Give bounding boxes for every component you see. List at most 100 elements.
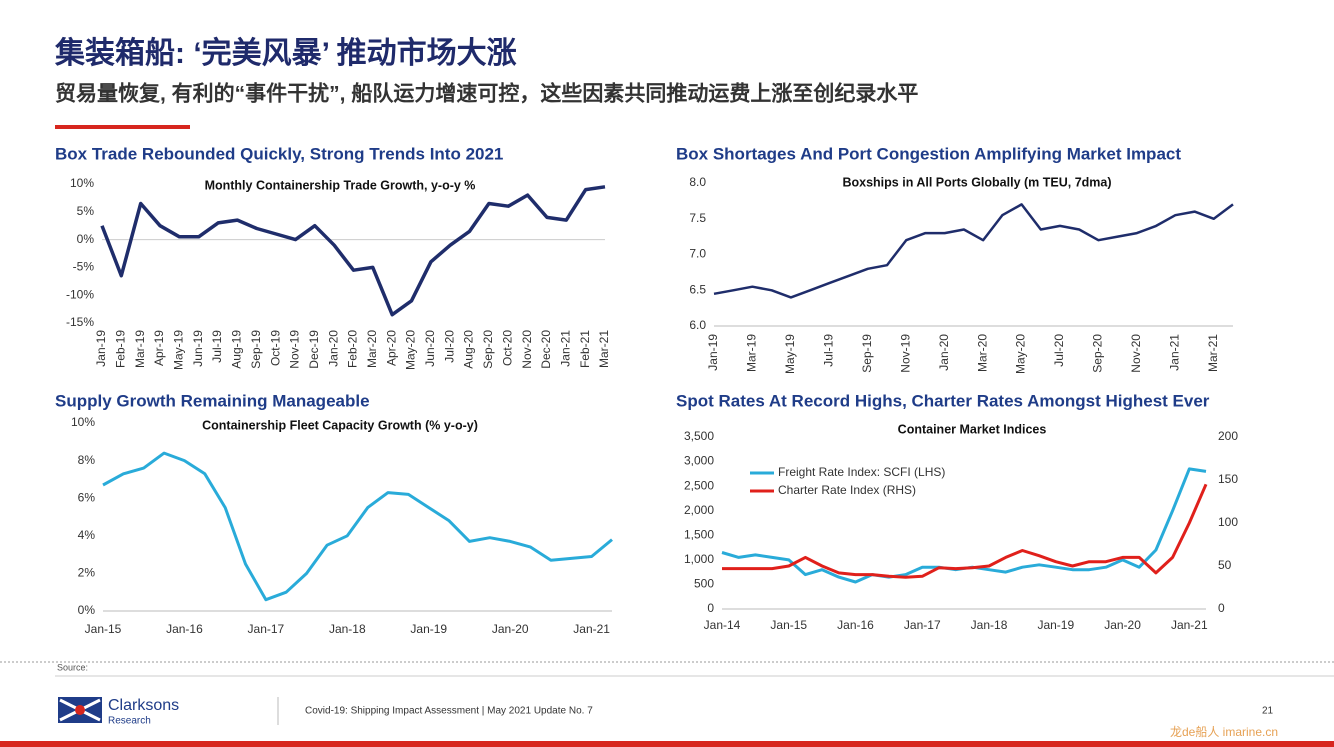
x-tick-label: Mar-21: [1206, 334, 1220, 372]
x-tick-label: May-20: [404, 330, 418, 370]
footer-text: Covid-19: Shipping Impact Assessment | M…: [305, 706, 593, 717]
x-tick-label: Jul-20: [1052, 334, 1066, 367]
x-tick-label: Feb-21: [578, 330, 592, 368]
source-label: Source:: [57, 662, 88, 672]
x-tick-label: Mar-21: [597, 330, 611, 368]
y-tick-label: -15%: [66, 315, 94, 329]
y-tick-label: 7.0: [689, 247, 706, 261]
x-tick-label: Sep-20: [1091, 334, 1105, 373]
y-tick-label: 6%: [78, 490, 96, 504]
x-tick-label: Jan-17: [904, 618, 941, 632]
x-tick-label: Jan-15: [85, 622, 122, 636]
panel-title: Box Trade Rebounded Quickly, Strong Tren…: [55, 144, 503, 163]
panel-title: Spot Rates At Record Highs, Charter Rate…: [676, 391, 1210, 410]
x-tick-label: Apr-19: [152, 330, 166, 366]
x-tick-label: Jan-21: [1171, 618, 1208, 632]
data-line: [100, 185, 606, 317]
y-tick-label: 10%: [71, 415, 95, 429]
x-tick-label: May-19: [783, 334, 797, 374]
x-tick-label: Jul-20: [442, 330, 456, 363]
y-tick-label: 2,500: [684, 478, 714, 492]
x-tick-label: Jun-20: [423, 330, 437, 367]
x-tick-label: Mar-20: [975, 334, 989, 372]
x-tick-label: Dec-19: [307, 330, 321, 369]
x-tick-label: Nov-19: [288, 330, 302, 369]
x-tick-label: Jul-19: [210, 330, 224, 363]
x-tick-label: Mar-19: [745, 334, 759, 372]
legend-label: Freight Rate Index: SCFI (LHS): [778, 465, 945, 479]
x-tick-label: Apr-20: [384, 330, 398, 366]
y-tick-label: 3,500: [684, 429, 714, 443]
x-tick-label: Jan-18: [971, 618, 1008, 632]
x-tick-label: Jun-19: [191, 330, 205, 367]
y2-tick-label: 150: [1218, 472, 1238, 486]
x-tick-label: Jan-20: [937, 334, 951, 371]
x-tick-label: Jan-20: [1104, 618, 1141, 632]
chart-title: Container Market Indices: [898, 422, 1047, 436]
clarksons-logo: [58, 697, 102, 723]
x-tick-label: Jan-19: [1037, 618, 1074, 632]
x-tick-label: Jan-21: [573, 622, 610, 636]
y-tick-label: 5%: [77, 204, 95, 218]
x-tick-label: Aug-20: [462, 330, 476, 369]
y-tick-label: 0%: [77, 232, 95, 246]
y-tick-label: 7.5: [689, 211, 706, 225]
chart-title: Monthly Containership Trade Growth, y-o-…: [205, 178, 476, 192]
y2-tick-label: 50: [1218, 558, 1232, 572]
x-tick-label: Nov-19: [898, 334, 912, 373]
panel-title: Box Shortages And Port Congestion Amplif…: [676, 144, 1181, 163]
data-line: [102, 451, 613, 602]
x-tick-label: Sep-20: [481, 330, 495, 369]
x-tick-label: Sep-19: [860, 334, 874, 373]
x-tick-label: Nov-20: [520, 330, 534, 369]
x-tick-label: Feb-19: [114, 330, 128, 368]
y-tick-label: -5%: [73, 260, 95, 274]
y-tick-label: 6.5: [689, 282, 706, 296]
chart-title: Boxships in All Ports Globally (m TEU, 7…: [842, 175, 1111, 189]
logo-dot: [75, 705, 85, 715]
chart-title: Containership Fleet Capacity Growth (% y…: [202, 418, 478, 432]
x-tick-label: Jan-18: [329, 622, 366, 636]
slide-title: 集装箱船: ‘完美风暴’ 推动市场大涨: [54, 36, 517, 70]
y2-tick-label: 200: [1218, 429, 1238, 443]
data-line: [713, 203, 1234, 299]
y-tick-label: 4%: [78, 528, 96, 542]
y2-tick-label: 100: [1218, 515, 1238, 529]
x-tick-label: Jan-20: [326, 330, 340, 367]
slide-subtitle: 贸易量恢复, 有利的“事件干扰”, 船队运力增速可控，这些因素共同推动运费上涨至…: [55, 82, 918, 106]
panel-title: Supply Growth Remaining Manageable: [55, 391, 370, 410]
y-tick-label: 0%: [78, 603, 96, 617]
x-tick-label: Oct-20: [500, 330, 514, 366]
y-tick-label: 2%: [78, 566, 96, 580]
x-tick-label: May-19: [172, 330, 186, 370]
y-tick-label: 1,500: [684, 527, 714, 541]
y-tick-label: 2,000: [684, 503, 714, 517]
x-tick-label: Jan-19: [94, 330, 108, 367]
x-tick-label: Jan-16: [166, 622, 203, 636]
x-tick-label: Feb-20: [346, 330, 360, 368]
brand-sub: Research: [108, 716, 151, 727]
x-tick-label: Jan-17: [248, 622, 285, 636]
title-underline: [55, 125, 190, 129]
y-tick-label: 10%: [70, 176, 94, 190]
data-line: [722, 483, 1208, 579]
y-tick-label: 0: [707, 601, 714, 615]
x-tick-label: Oct-19: [268, 330, 282, 366]
y2-tick-label: 0: [1218, 601, 1225, 615]
x-tick-label: Mar-19: [133, 330, 147, 368]
x-tick-label: Mar-20: [365, 330, 379, 368]
x-tick-label: Jan-20: [492, 622, 529, 636]
y-tick-label: -10%: [66, 287, 94, 301]
x-tick-label: Sep-19: [249, 330, 263, 369]
x-tick-label: Jan-19: [410, 622, 447, 636]
x-tick-label: Nov-20: [1129, 334, 1143, 373]
legend-label: Charter Rate Index (RHS): [778, 483, 916, 497]
y-tick-label: 3,000: [684, 454, 714, 468]
x-tick-label: Jan-21: [558, 330, 572, 367]
y-tick-label: 8%: [78, 453, 96, 467]
y-tick-label: 1,000: [684, 552, 714, 566]
x-tick-label: Jan-14: [704, 618, 741, 632]
x-tick-label: Jan-19: [706, 334, 720, 371]
brand-name: Clarksons: [108, 697, 179, 714]
